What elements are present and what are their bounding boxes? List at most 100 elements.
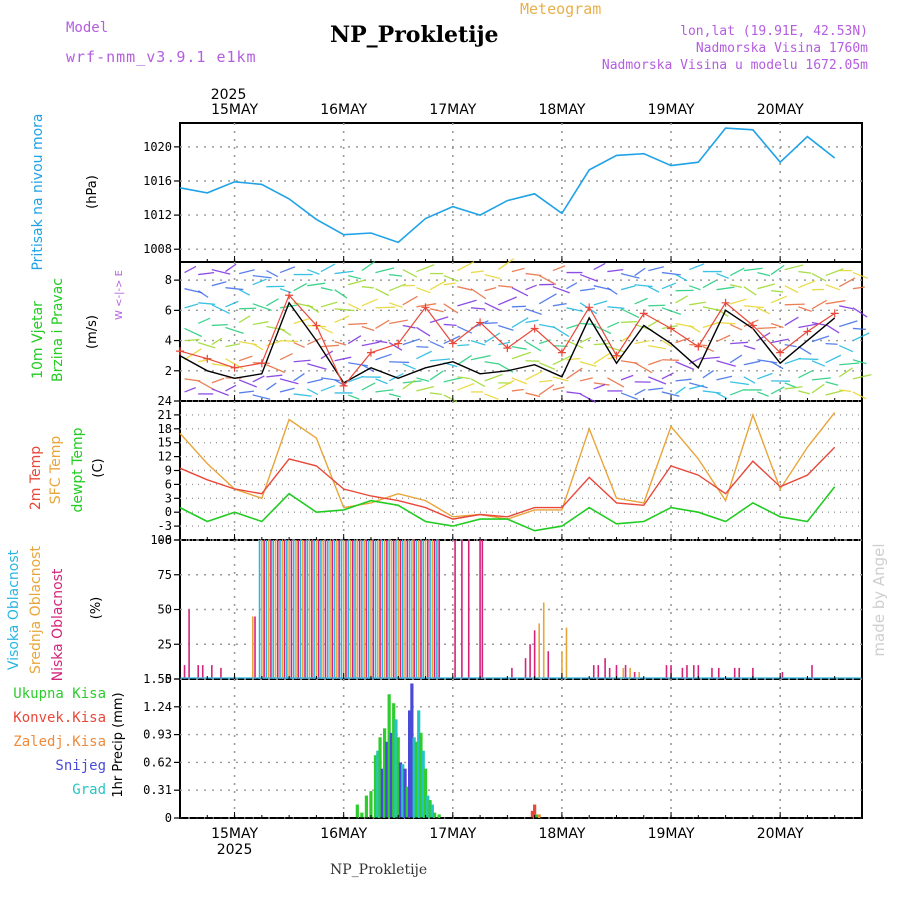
- wind-arrow: [729, 267, 745, 277]
- wind-arrow: [320, 384, 336, 392]
- y-tick-label: 1.55: [143, 672, 172, 686]
- y-tick-label: 25: [158, 637, 172, 651]
- wind-arrow: [838, 277, 856, 288]
- wind-arrow: [416, 350, 432, 360]
- wind-arrow: [825, 342, 838, 345]
- wind-arrow: [552, 376, 569, 382]
- wind-arrow: [279, 339, 299, 343]
- gust-marker: [776, 348, 785, 357]
- precip-bar-conv: [533, 804, 537, 818]
- wind-arrow: [607, 306, 625, 309]
- model-name: wrf-nmm_v3.9.1 e1km: [66, 48, 257, 66]
- precip-bar-rain: [373, 755, 378, 818]
- precip-bar-rain: [387, 694, 391, 818]
- wind-arrow: [525, 392, 541, 398]
- wind-arrow: [730, 381, 750, 386]
- wind-arrow: [770, 361, 784, 370]
- wind-label-2: Brzina i Pravac: [50, 278, 66, 382]
- wind-arrow: [238, 379, 257, 388]
- temp-sfc-label: SFC Temp: [48, 436, 64, 505]
- wind-arrow: [375, 306, 396, 309]
- wind-arrow: [225, 300, 239, 308]
- wind-arrow: [689, 384, 704, 390]
- gust-marker: [803, 327, 812, 336]
- wind-arrow: [566, 324, 580, 330]
- y-tick-label: 15: [158, 436, 172, 450]
- y-tick-label: 3: [165, 491, 172, 505]
- wind-arrow: [348, 274, 361, 280]
- wind-arrow: [375, 319, 390, 330]
- y-tick-label: 1016: [143, 174, 172, 188]
- wind-arrow: [538, 275, 557, 286]
- wind-arrow: [184, 378, 201, 382]
- wind-arrow: [293, 318, 310, 325]
- wind-arrow: [484, 286, 497, 292]
- wind-arrow: [457, 261, 475, 272]
- wind-arrow: [429, 280, 447, 291]
- wind-arrow: [225, 384, 237, 392]
- wind-arrow: [689, 285, 701, 291]
- gust-marker: [203, 354, 212, 363]
- station-title: NP_Prokletije: [330, 22, 499, 48]
- wind-arrow: [852, 332, 870, 342]
- wind-arrow: [484, 302, 501, 311]
- temp-dewpt-label: dewpt Temp: [70, 427, 86, 512]
- wind-arrow: [348, 362, 369, 367]
- wind-arrow: [675, 361, 695, 371]
- gust-marker: [394, 339, 403, 348]
- wind-arrow: [675, 274, 688, 282]
- precip-bar-rain: [383, 728, 387, 818]
- pressure-unit-label: (hPa): [85, 175, 100, 209]
- wind-arrow: [211, 281, 227, 287]
- precip-bar-graupel: [401, 764, 405, 818]
- wind-arrow: [225, 287, 244, 291]
- wind-arrow: [497, 258, 515, 271]
- precip-bar-rain: [414, 741, 419, 818]
- wind-arrow: [825, 354, 842, 364]
- wind-arrow: [757, 372, 773, 380]
- precip-bar-rain: [369, 791, 373, 818]
- wind-arrow: [757, 271, 771, 277]
- precip-bar-snow: [385, 741, 389, 818]
- wind-arrow: [798, 346, 812, 355]
- gust-marker: [476, 318, 485, 327]
- wind-arrow: [320, 326, 334, 334]
- gust-marker: [639, 309, 648, 318]
- wind-arrow: [538, 293, 557, 305]
- wind-arrow: [320, 377, 340, 382]
- precip-bar-rain: [392, 703, 396, 818]
- wind-arrow: [416, 385, 435, 392]
- wind-arrow: [839, 389, 852, 393]
- wind-arrow: [279, 327, 292, 336]
- wind-arrow: [348, 375, 364, 383]
- wind-arrow: [252, 274, 272, 279]
- wind-arrow: [484, 273, 501, 280]
- wind-arrow: [429, 370, 444, 381]
- wind-arrow: [497, 379, 515, 390]
- wind-arrow: [238, 355, 253, 362]
- wind-arrow: [852, 391, 867, 400]
- wind-arrow: [511, 377, 527, 385]
- wind-arrow: [825, 381, 839, 386]
- precip-bar-graupel: [376, 750, 380, 818]
- wind-arrow: [580, 287, 596, 292]
- wind-arrow: [238, 269, 255, 275]
- wind-arrow: [361, 325, 375, 332]
- gust-marker: [585, 303, 594, 312]
- wind-arrow: [498, 341, 511, 346]
- wind-arrow: [784, 285, 799, 294]
- bottom-day-label: 15MAY: [211, 826, 258, 842]
- wind-arrow: [729, 323, 743, 331]
- wind-arrow: [443, 335, 461, 345]
- wind-arrow: [634, 340, 650, 345]
- wind-arrow: [443, 303, 459, 314]
- wind-arrow: [743, 360, 761, 366]
- wind-arrow: [511, 345, 527, 350]
- wind-arrow: [661, 307, 682, 315]
- wind-arrow: [334, 315, 350, 324]
- footer-station: NP_Prokletije: [330, 862, 428, 878]
- wind-arrow: [579, 273, 599, 282]
- wind-arrow: [429, 340, 445, 349]
- wind-arrow: [716, 392, 728, 400]
- bottom-day-label: 16MAY: [320, 826, 367, 842]
